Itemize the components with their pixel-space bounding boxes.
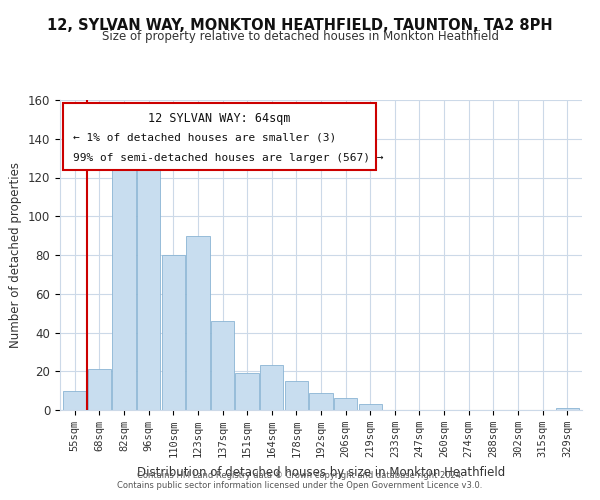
Text: 12, SYLVAN WAY, MONKTON HEATHFIELD, TAUNTON, TA2 8PH: 12, SYLVAN WAY, MONKTON HEATHFIELD, TAUN… <box>47 18 553 32</box>
Text: Contains public sector information licensed under the Open Government Licence v3: Contains public sector information licen… <box>118 481 482 490</box>
Bar <box>556 408 579 410</box>
Bar <box>359 404 382 410</box>
Bar <box>284 381 308 410</box>
Text: Size of property relative to detached houses in Monkton Heathfield: Size of property relative to detached ho… <box>101 30 499 43</box>
Bar <box>334 398 358 410</box>
Bar <box>112 156 136 410</box>
Text: ← 1% of detached houses are smaller (3): ← 1% of detached houses are smaller (3) <box>73 132 337 142</box>
FancyBboxPatch shape <box>62 103 376 170</box>
Bar <box>63 390 86 410</box>
Bar <box>161 255 185 410</box>
Bar <box>137 170 160 410</box>
Text: 12 SYLVAN WAY: 64sqm: 12 SYLVAN WAY: 64sqm <box>148 112 290 126</box>
Y-axis label: Number of detached properties: Number of detached properties <box>10 162 22 348</box>
Bar <box>260 366 283 410</box>
Bar <box>186 236 209 410</box>
Text: 99% of semi-detached houses are larger (567) →: 99% of semi-detached houses are larger (… <box>73 152 383 162</box>
Bar <box>88 370 111 410</box>
X-axis label: Distribution of detached houses by size in Monkton Heathfield: Distribution of detached houses by size … <box>137 466 505 478</box>
Bar <box>235 373 259 410</box>
Bar <box>310 392 332 410</box>
Bar <box>211 321 234 410</box>
Text: Contains HM Land Registry data © Crown copyright and database right 2024.: Contains HM Land Registry data © Crown c… <box>137 471 463 480</box>
